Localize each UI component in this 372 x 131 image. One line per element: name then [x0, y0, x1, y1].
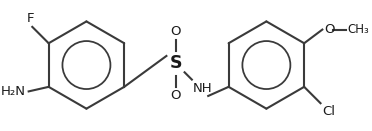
Text: O: O [324, 23, 335, 36]
Text: S: S [169, 54, 182, 72]
Text: O: O [170, 25, 181, 38]
Text: F: F [27, 12, 34, 25]
Text: H₂N: H₂N [1, 85, 26, 98]
Text: O: O [170, 89, 181, 102]
Text: Cl: Cl [323, 105, 335, 118]
Text: NH: NH [193, 82, 212, 95]
Text: CH₃: CH₃ [348, 23, 369, 36]
